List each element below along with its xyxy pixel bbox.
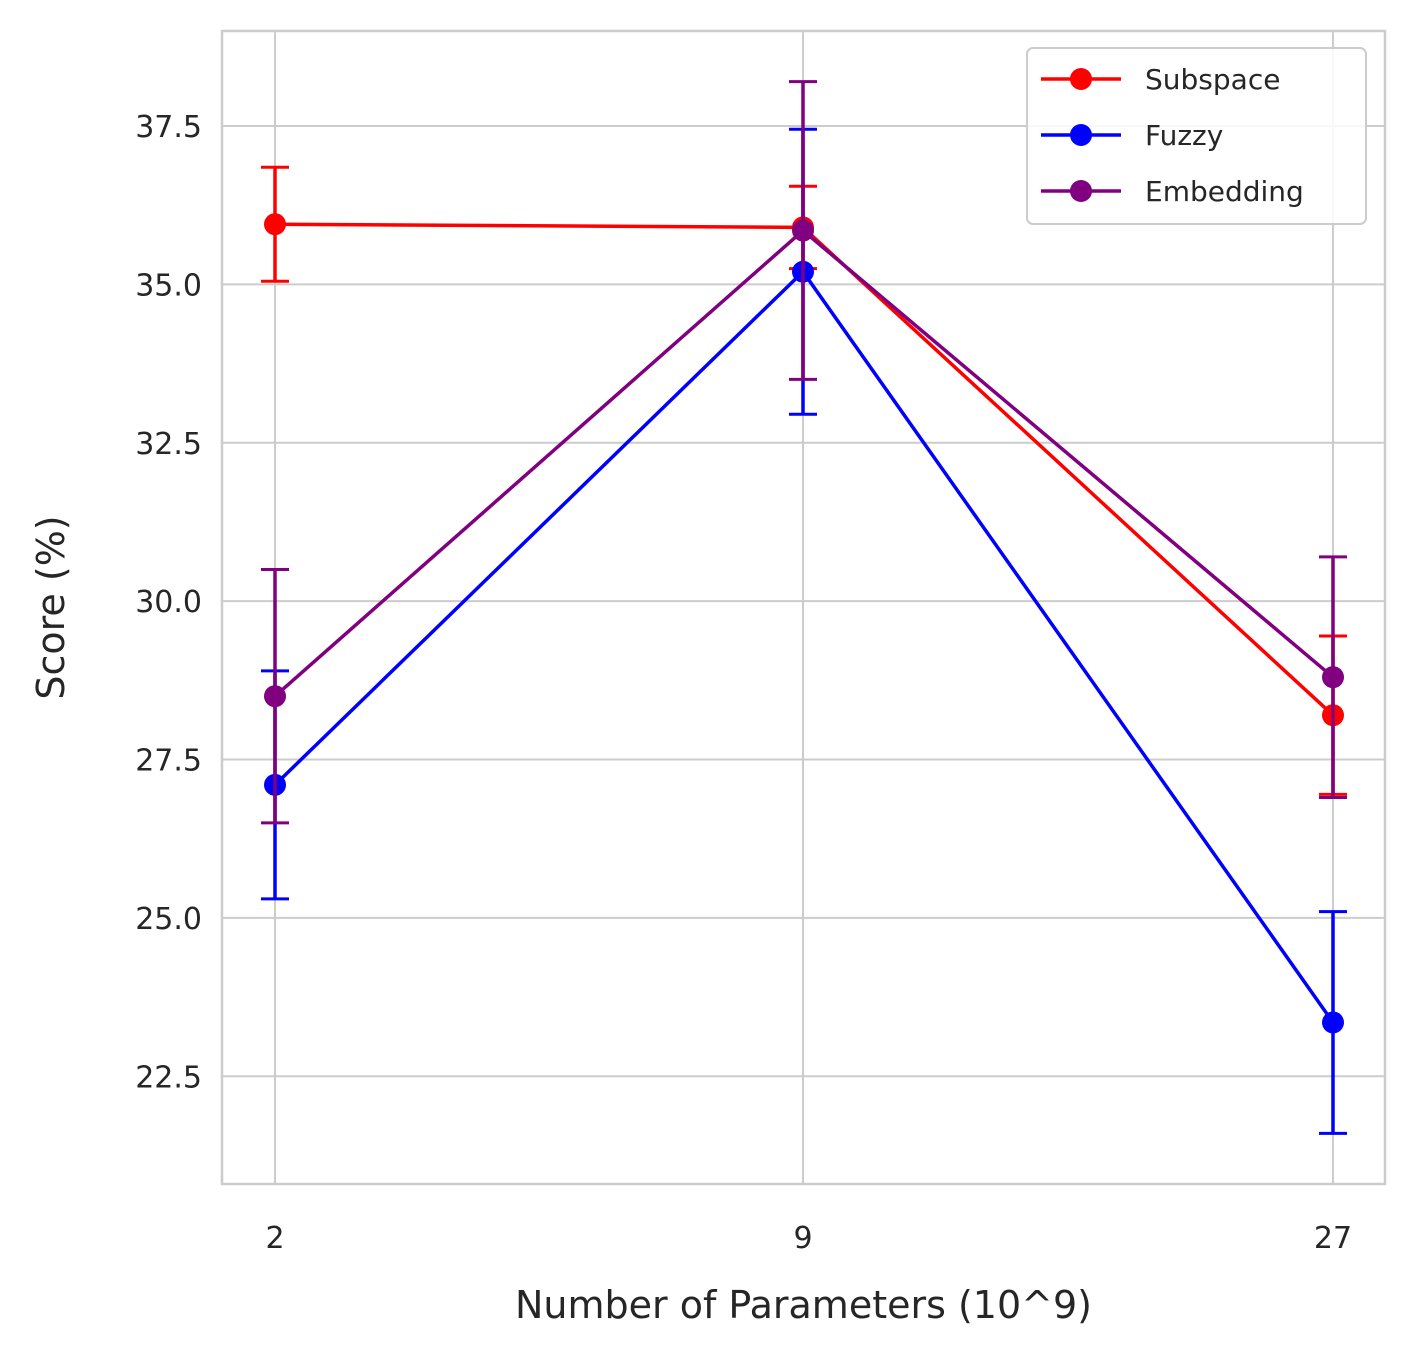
legend-item-subspace: Subspace (1041, 63, 1280, 96)
y-tick-label: 25.0 (135, 902, 202, 937)
data-point (1322, 666, 1344, 689)
y-tick-label: 30.0 (135, 585, 202, 620)
legend-item-fuzzy: Fuzzy (1041, 119, 1223, 152)
data-point (264, 213, 286, 236)
x-tick-label: 9 (793, 1221, 812, 1256)
y-tick-label: 37.5 (135, 110, 202, 145)
legend-box (1026, 47, 1367, 225)
y-axis-ticks: 22.5 25.0 27.5 30.0 32.5 35.0 37.5 (135, 110, 202, 1095)
x-tick-label: 2 (265, 1221, 284, 1256)
legend-swatch-marker (1070, 68, 1092, 90)
series-embedding (261, 80, 1347, 825)
y-tick-label: 22.5 (135, 1060, 202, 1095)
x-axis-title: Number of Parameters (10^9) (515, 1283, 1092, 1327)
legend-swatch-marker (1070, 180, 1092, 202)
legend-label: Subspace (1145, 63, 1280, 96)
plot-frame (220, 29, 1387, 1186)
legend-item-embedding: Embedding (1041, 175, 1304, 208)
series-layer (261, 80, 1347, 1135)
y-tick-label: 27.5 (135, 744, 202, 779)
y-axis-title: Score (%) (29, 515, 73, 699)
data-point (792, 219, 814, 242)
data-point (264, 685, 286, 708)
legend: Subspace Fuzzy Embedding (1026, 47, 1367, 225)
y-tick-label: 35.0 (135, 268, 202, 303)
data-point (1322, 1011, 1344, 1034)
y-tick-label: 32.5 (135, 427, 202, 462)
x-tick-label: 27 (1314, 1221, 1352, 1256)
x-axis-ticks: 2 9 27 (265, 1221, 1352, 1256)
legend-label: Fuzzy (1145, 119, 1223, 152)
legend-swatch-marker (1070, 124, 1092, 146)
legend-label: Embedding (1145, 175, 1304, 208)
